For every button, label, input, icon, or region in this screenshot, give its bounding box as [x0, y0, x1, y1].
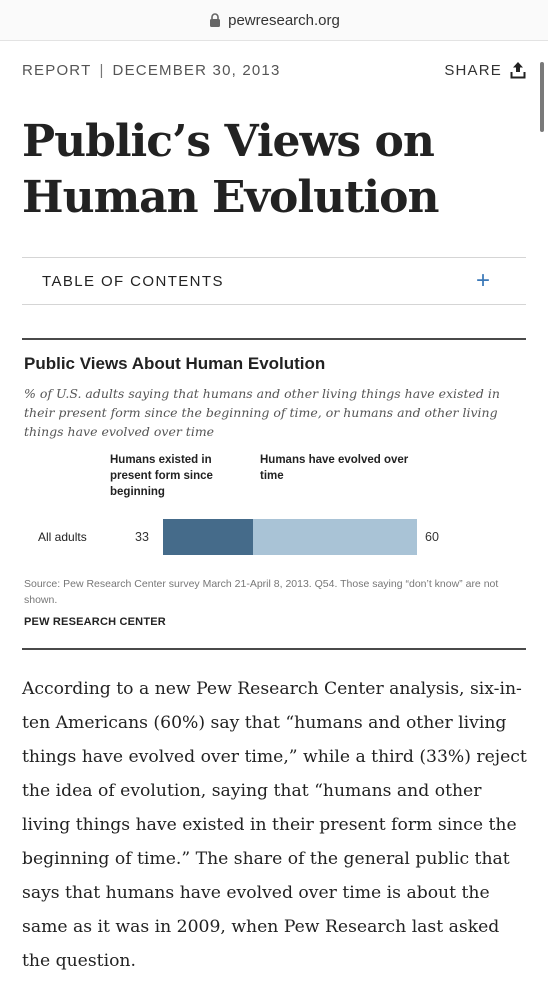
table-of-contents-toggle[interactable]: TABLE OF CONTENTS +	[22, 257, 526, 305]
meta-info: REPORT | DECEMBER 30, 2013	[22, 62, 281, 79]
share-label: SHARE	[444, 61, 502, 79]
chart-organization: PEW RESEARCH CENTER	[24, 616, 166, 628]
evolution-chart: Public Views About Human Evolution % of …	[22, 338, 526, 650]
scroll-indicator[interactable]	[540, 62, 544, 132]
url-text: pewresearch.org	[228, 11, 340, 29]
page-title: Public’s Views on Human Evolution	[22, 116, 439, 223]
share-button[interactable]: SHARE	[444, 61, 526, 79]
data-label-evolved: 60	[425, 530, 439, 544]
address-bar[interactable]: pewresearch.org	[0, 0, 548, 41]
meta-separator: |	[99, 61, 105, 79]
publish-date: DECEMBER 30, 2013	[112, 61, 281, 79]
article-paragraph: According to a new Pew Research Center a…	[22, 679, 527, 971]
chart-source: Source: Pew Research Center survey March…	[24, 578, 499, 606]
legend-series-existed: Humans existed in present form since beg…	[110, 454, 213, 498]
category-label-all-adults: All adults	[38, 530, 87, 544]
share-upload-icon	[510, 62, 526, 79]
chart-subtitle: % of U.S. adults saying that humans and …	[24, 386, 500, 439]
lock-icon	[210, 13, 221, 27]
chart-title: Public Views About Human Evolution	[24, 354, 326, 373]
data-label-existed: 33	[135, 530, 149, 544]
legend-series-evolved: Humans have evolved over time	[260, 454, 409, 482]
bar-evolved	[253, 519, 417, 555]
article-meta: REPORT | DECEMBER 30, 2013 SHARE	[22, 58, 526, 82]
bar-existed	[163, 519, 254, 555]
bar-track	[163, 519, 417, 555]
toc-label: TABLE OF CONTENTS	[42, 272, 224, 290]
category-label[interactable]: REPORT	[22, 61, 92, 79]
plus-icon[interactable]: +	[475, 267, 490, 294]
